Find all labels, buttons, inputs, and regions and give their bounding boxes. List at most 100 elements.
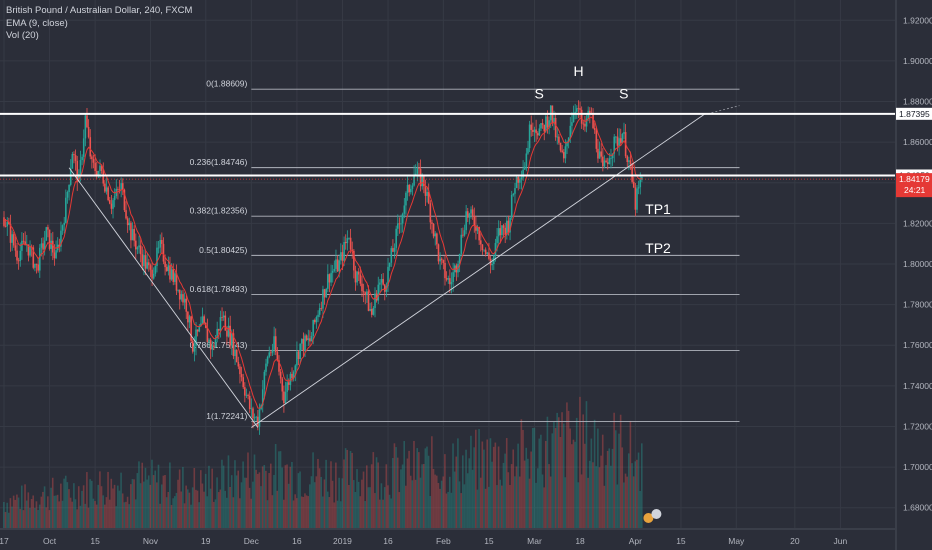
volume-bar <box>12 495 15 528</box>
volume-bar <box>203 491 205 528</box>
y-tick-label: 1.86000 <box>903 137 932 147</box>
volume-bar <box>387 485 389 528</box>
candle-body <box>34 263 36 268</box>
volume-bar <box>523 460 526 528</box>
volume-bar <box>248 487 251 528</box>
volume-bar <box>401 464 404 528</box>
volume-bar <box>447 491 449 528</box>
volume-bar <box>300 496 303 528</box>
candle-body <box>91 156 93 160</box>
volume-bar <box>45 507 48 528</box>
volume-bar <box>73 483 75 528</box>
candle-body <box>580 109 583 124</box>
candle-body <box>390 248 393 263</box>
candle-body <box>185 298 188 312</box>
volume-bar <box>463 484 466 528</box>
volume-bar <box>291 461 293 528</box>
trend-line <box>68 167 259 428</box>
candle-body <box>452 272 454 283</box>
volume-bar <box>600 455 602 528</box>
volume-bar <box>606 450 609 528</box>
volume-bar <box>117 485 119 528</box>
candle-body <box>388 262 391 267</box>
candle-body <box>432 223 435 237</box>
volume-bar <box>522 429 524 528</box>
volume-bar <box>123 502 126 528</box>
candle-body <box>344 242 347 244</box>
volume-bar <box>258 472 261 528</box>
volume-bar <box>504 453 506 528</box>
candle-body <box>92 159 95 163</box>
price-label-badge <box>896 107 932 120</box>
candle-body <box>45 227 48 241</box>
candle-body <box>224 315 227 331</box>
volume-bar <box>608 448 611 528</box>
candle-body <box>636 188 638 210</box>
volume-bar <box>209 488 212 528</box>
volume-bar <box>427 455 430 528</box>
ema-indicator-label[interactable]: EMA (9, close) <box>6 17 68 29</box>
volume-bar <box>271 495 274 528</box>
candle-body <box>431 222 433 224</box>
candle-body <box>196 329 199 332</box>
candle-body <box>128 222 131 226</box>
volume-bar <box>235 475 238 528</box>
candle-body <box>502 225 505 228</box>
volume-bar <box>527 458 529 528</box>
y-tick-label: 1.92000 <box>903 15 932 25</box>
candle-body <box>579 108 581 110</box>
candle-body <box>629 160 632 165</box>
candle-body <box>362 291 365 293</box>
volume-bar <box>103 504 106 528</box>
candle-body <box>294 365 297 372</box>
candle-body <box>66 192 69 198</box>
candle-body <box>405 192 407 206</box>
volume-bar <box>25 500 28 528</box>
volume-bar <box>213 501 215 528</box>
economic-event-icon <box>643 513 654 523</box>
symbol-title[interactable]: British Pound / Australian Dollar, 240, … <box>6 5 193 16</box>
volume-bar <box>208 465 210 528</box>
candle-body <box>177 289 179 291</box>
volume-bar <box>188 492 191 528</box>
volume-bar <box>458 481 461 528</box>
candle-body <box>414 173 417 175</box>
volume-bar <box>260 486 262 528</box>
candle-body <box>340 252 342 261</box>
volume-bar <box>115 506 117 528</box>
candle-body <box>416 168 419 174</box>
candle-body <box>120 183 122 191</box>
candle-body <box>429 203 432 223</box>
x-tick-label: May <box>728 536 745 546</box>
volume-bar <box>431 436 433 528</box>
x-tick-label: 18 <box>575 536 585 546</box>
volume-bar <box>400 469 402 528</box>
volume-indicator-label[interactable]: Vol (20) <box>6 30 39 41</box>
candle-body <box>333 268 336 271</box>
volume-bar <box>38 504 41 528</box>
volume-bar <box>434 474 436 528</box>
candle-body <box>296 351 298 366</box>
candle-body <box>507 220 510 233</box>
volume-bar <box>105 497 108 528</box>
volume-bar <box>243 477 246 528</box>
volume-bar <box>9 498 12 528</box>
candle-body <box>592 113 594 129</box>
x-tick-label: 16 <box>292 536 302 546</box>
volume-bar <box>89 479 91 528</box>
candle-body <box>348 237 350 239</box>
candle-body <box>126 218 129 226</box>
volume-bar <box>167 491 170 528</box>
candle-body <box>553 117 555 124</box>
volume-bar <box>478 429 480 528</box>
volume-bar <box>322 496 324 528</box>
candle-body <box>561 150 563 153</box>
candle-body <box>462 234 464 236</box>
volume-bar <box>390 498 392 528</box>
volume-bar <box>56 494 59 528</box>
candle-body <box>61 225 64 231</box>
candle-body <box>162 243 165 262</box>
volume-bar <box>626 476 628 528</box>
